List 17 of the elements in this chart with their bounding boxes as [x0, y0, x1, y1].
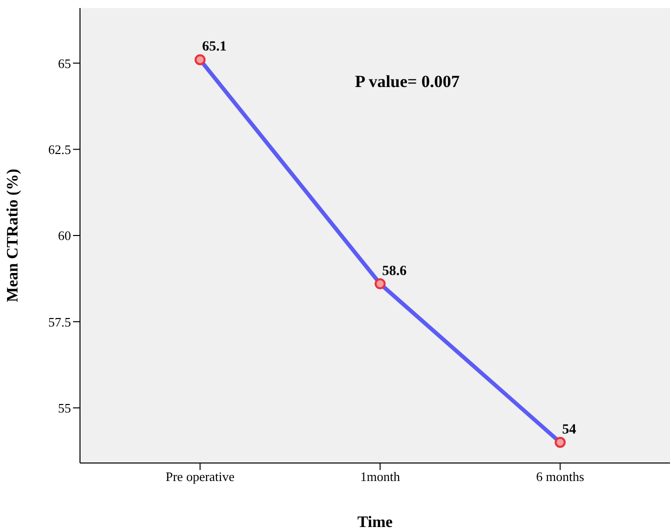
y-tick-label: 57.5: [48, 314, 71, 330]
y-tick-label: 55: [58, 400, 71, 416]
x-axis-title: Time: [357, 514, 393, 529]
point: [554, 436, 566, 448]
point: [194, 54, 206, 66]
x-tick-label: 1month: [360, 469, 400, 484]
text: 65.1: [202, 40, 227, 55]
annotation: P value= 0.007: [355, 72, 460, 92]
y-tick-label: 65: [58, 56, 71, 71]
text: 58.6: [382, 264, 407, 279]
x-tick-label: 6 months: [536, 469, 584, 484]
y-axis-title: Mean CTRatio (%): [4, 168, 22, 302]
point: [374, 278, 386, 290]
x-tick-label: Pre operative: [166, 469, 235, 484]
y-tick-label: 62.5: [48, 142, 71, 157]
y-tick-label: 60: [58, 228, 71, 244]
text: 54: [562, 422, 576, 438]
